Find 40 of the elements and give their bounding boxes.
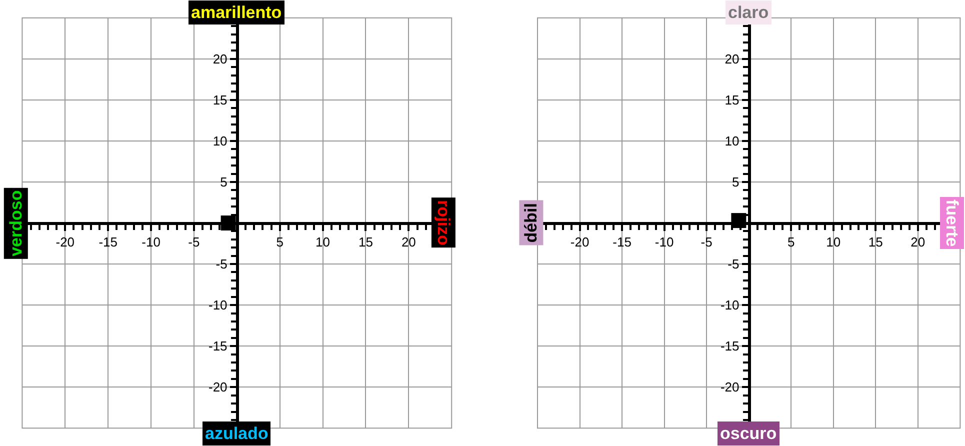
y-tick-label: -10 <box>720 298 740 313</box>
annotation: rojizo <box>434 200 453 246</box>
y-tick-label: -15 <box>208 338 228 354</box>
x-tick-label: -10 <box>142 234 160 250</box>
x-tick-label: 15 <box>868 234 883 250</box>
y-tick-label: 15 <box>212 92 228 108</box>
y-tick-label: 15 <box>724 92 740 108</box>
x-tick-label: -15 <box>98 234 118 250</box>
y-tick-label: -20 <box>208 380 228 395</box>
x-tick-label: 20 <box>401 234 416 250</box>
annotation: azulado <box>205 424 268 443</box>
y-tick-label: 10 <box>212 133 228 148</box>
annotation: fuerte <box>942 200 962 247</box>
y-tick-label: 5 <box>732 174 740 190</box>
y-tick-label: -5 <box>216 256 228 272</box>
y-tick-label: 20 <box>724 51 740 66</box>
x-tick-label: 20 <box>910 234 926 250</box>
annotation: claro <box>728 3 769 22</box>
x-tick-label: -10 <box>654 234 674 250</box>
x-tick-label: -20 <box>56 234 75 250</box>
x-tick-label: 5 <box>787 234 795 250</box>
y-tick-label: -20 <box>720 380 740 395</box>
y-tick-label: -5 <box>728 256 740 272</box>
y-tick-label: 10 <box>724 133 740 148</box>
x-tick-label: -15 <box>612 234 632 250</box>
x-tick-label: 10 <box>316 234 330 250</box>
y-tick-label: 20 <box>212 51 228 66</box>
x-tick-label: 5 <box>276 234 284 250</box>
annotation: débil <box>522 203 541 243</box>
annotation: verdoso <box>6 190 26 256</box>
x-tick-label: 10 <box>826 234 841 250</box>
annotation: amarillento <box>191 3 282 22</box>
x-tick-label: 15 <box>358 234 373 250</box>
x-tick-label: -5 <box>188 234 200 250</box>
annotation: oscuro <box>720 424 777 443</box>
y-tick-label: 5 <box>220 174 228 190</box>
y-tick-label: -10 <box>208 298 228 313</box>
x-tick-label: -5 <box>700 234 712 250</box>
y-tick-label: -15 <box>720 338 740 354</box>
x-tick-label: -20 <box>570 234 590 250</box>
